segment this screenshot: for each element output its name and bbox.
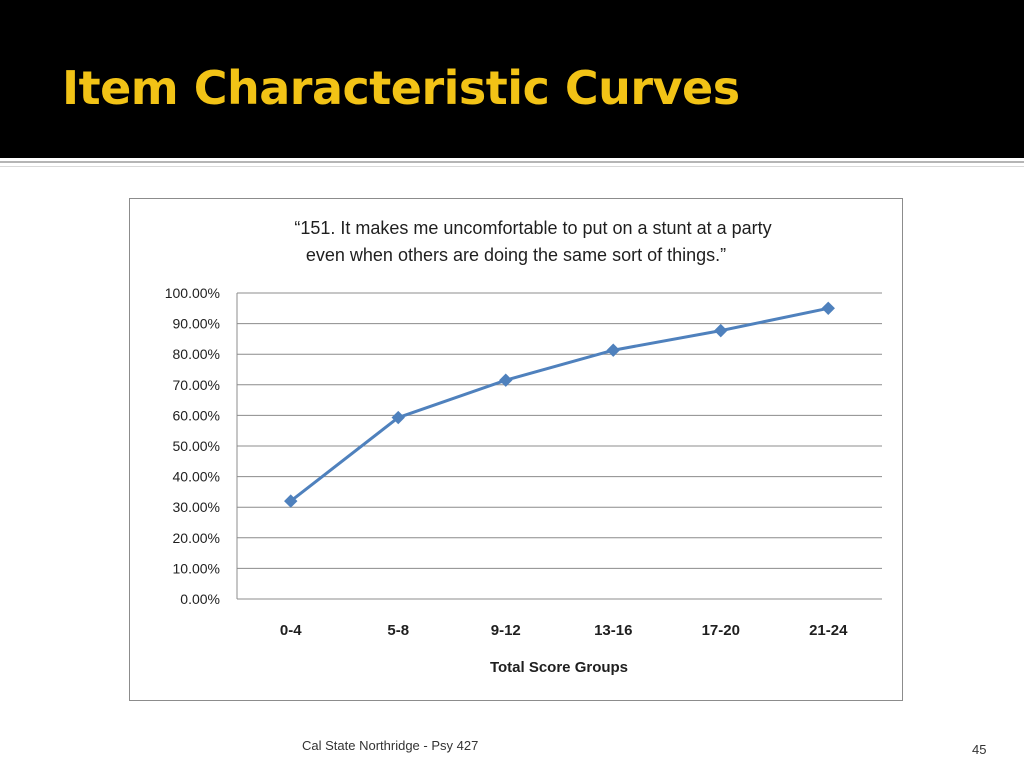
x-tick-label: 13-16 — [594, 622, 632, 639]
y-tick-label: 50.00% — [173, 438, 220, 454]
x-tick-label: 17-20 — [702, 622, 740, 639]
y-axis-tick-labels: 0.00% 10.00% 20.00% 30.00% 40.00% 50.00% 60.00… — [165, 285, 220, 607]
y-tick-label: 80.00% — [173, 346, 220, 362]
slide-number: 45 — [972, 742, 987, 757]
data-point-marker — [606, 343, 620, 357]
data-point-marker — [391, 410, 405, 425]
y-tick-label: 60.00% — [173, 407, 220, 423]
series-line — [289, 306, 829, 503]
y-tick-label: 10.00% — [173, 560, 220, 576]
footer-text: Cal State Northridge - Psy 427 — [302, 738, 479, 753]
x-tick-label: 21-24 — [809, 622, 848, 639]
y-tick-label: 0.00% — [180, 591, 220, 607]
x-axis-tick-labels: 0-4 5-8 9-12 13-16 17-20 21-24 — [280, 622, 848, 639]
y-tick-label: 100.00% — [165, 285, 220, 301]
data-point-marker — [284, 494, 298, 508]
x-axis-title: Total Score Groups — [490, 659, 628, 676]
data-point-marker — [821, 301, 835, 316]
y-tick-label: 70.00% — [173, 377, 220, 393]
x-tick-label: 0-4 — [280, 622, 302, 639]
data-point-marker — [714, 323, 728, 338]
slide-title: Item Characteristic Curves — [62, 61, 740, 115]
y-tick-label: 90.00% — [173, 316, 220, 332]
line-chart: “151. It makes me uncomfortable to put o… — [165, 218, 882, 676]
x-tick-label: 9-12 — [491, 622, 521, 639]
series-layer — [284, 301, 835, 508]
chart-title-line-2: even when others are doing the same sort… — [306, 245, 726, 265]
chart-frame: “151. It makes me uncomfortable to put o… — [129, 198, 903, 701]
gridlines — [236, 292, 882, 600]
title-bar: Item Characteristic Curves — [0, 0, 1024, 158]
chart-title-line-1: “151. It makes me uncomfortable to put o… — [294, 218, 771, 238]
title-divider-secondary — [0, 166, 1024, 167]
y-tick-label: 30.00% — [173, 499, 220, 515]
y-tick-label: 20.00% — [173, 530, 220, 546]
title-divider — [0, 161, 1024, 163]
y-tick-label: 40.00% — [173, 469, 220, 485]
data-point-marker — [499, 373, 513, 387]
x-tick-label: 5-8 — [387, 622, 409, 639]
